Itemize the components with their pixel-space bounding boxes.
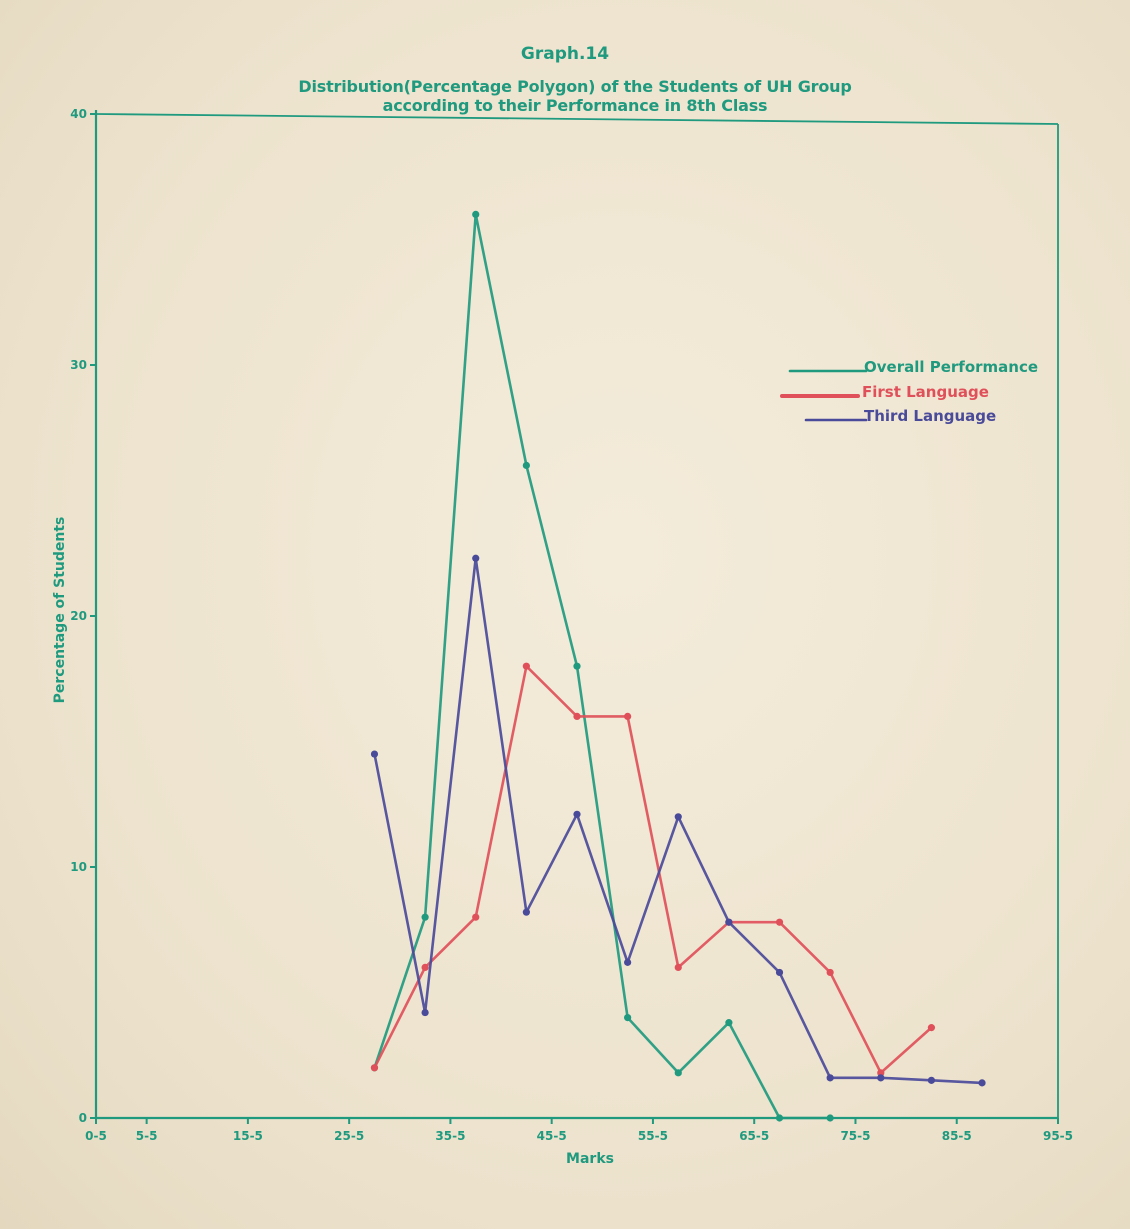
data-point: [725, 918, 733, 926]
data-point: [573, 810, 581, 818]
series-overall-performance: [370, 210, 834, 1122]
data-point: [522, 662, 530, 670]
x-tick-label: 55-5: [638, 1129, 668, 1143]
data-point: [927, 1024, 936, 1032]
data-point: [927, 1076, 936, 1084]
data-point: [624, 712, 632, 721]
x-axis-ticks: 0-5 5-5 15-5 25-5 35-5 45-5 55-5 65-5 75-5 85-5 95…: [85, 1118, 1073, 1143]
series-third-language: [370, 554, 986, 1087]
y-axis-ticks: 0 10 20 30 40: [70, 107, 96, 1125]
data-point: [674, 963, 682, 972]
x-tick-label: 25-5: [334, 1129, 364, 1143]
data-point: [573, 712, 581, 721]
data-point: [877, 1074, 885, 1082]
data-point: [624, 1014, 632, 1022]
x-tick-label: 65-5: [739, 1129, 769, 1143]
data-point: [775, 968, 784, 977]
series-line: [373, 213, 832, 1120]
data-point: [826, 968, 834, 977]
series-line: [373, 664, 933, 1075]
y-tick-label: 40: [70, 107, 87, 121]
x-tick-label: 15-5: [233, 1129, 263, 1143]
data-point: [826, 1114, 834, 1122]
data-point: [775, 918, 784, 926]
plot-frame-top: [95, 113, 1059, 125]
data-point: [421, 1008, 429, 1017]
data-point: [624, 958, 632, 966]
data-point: [775, 1114, 784, 1122]
data-point: [978, 1079, 986, 1087]
data-point: [472, 913, 480, 921]
legend-label-overall-performance: Overall Performance: [864, 358, 1038, 376]
x-axis-title: Marks: [566, 1151, 614, 1167]
series-layer: [370, 210, 986, 1122]
x-tick-label: 75-5: [840, 1129, 870, 1143]
y-tick-label: 30: [70, 358, 87, 372]
legend: Overall Performance First Language Third…: [780, 358, 1038, 425]
x-tick-label: 5-5: [136, 1129, 158, 1143]
legend-label-first-language: First Language: [862, 383, 989, 401]
x-tick-label: 85-5: [942, 1129, 972, 1143]
y-tick-label: 0: [79, 1111, 87, 1125]
data-point: [826, 1074, 834, 1082]
data-point: [877, 1069, 885, 1077]
series-first-language: [370, 662, 936, 1077]
data-point: [573, 662, 581, 670]
data-point: [522, 908, 530, 916]
data-point: [522, 461, 530, 469]
data-point: [725, 1019, 733, 1027]
y-tick-label: 20: [70, 609, 87, 623]
y-axis-title: Percentage of Students: [52, 517, 68, 704]
x-tick-label: 45-5: [537, 1129, 567, 1143]
data-point: [472, 554, 480, 562]
x-tick-label: 95-5: [1043, 1129, 1073, 1143]
legend-label-third-language: Third Language: [864, 407, 996, 425]
chart-title-line-1: Distribution(Percentage Polygon) of the …: [298, 77, 852, 96]
data-point: [472, 210, 480, 218]
y-tick-label: 10: [70, 860, 87, 874]
data-point: [421, 913, 429, 921]
data-point: [370, 1064, 379, 1072]
data-point: [421, 963, 429, 972]
data-point: [674, 813, 682, 821]
x-tick-label: 0-5: [85, 1129, 107, 1143]
x-tick-label: 35-5: [435, 1129, 465, 1143]
chart-title-line-2: according to their Performance in 8th Cl…: [382, 96, 768, 115]
graph-number: Graph.14: [520, 44, 610, 64]
data-point: [370, 750, 379, 758]
series-line: [373, 556, 984, 1085]
data-point: [674, 1069, 682, 1077]
